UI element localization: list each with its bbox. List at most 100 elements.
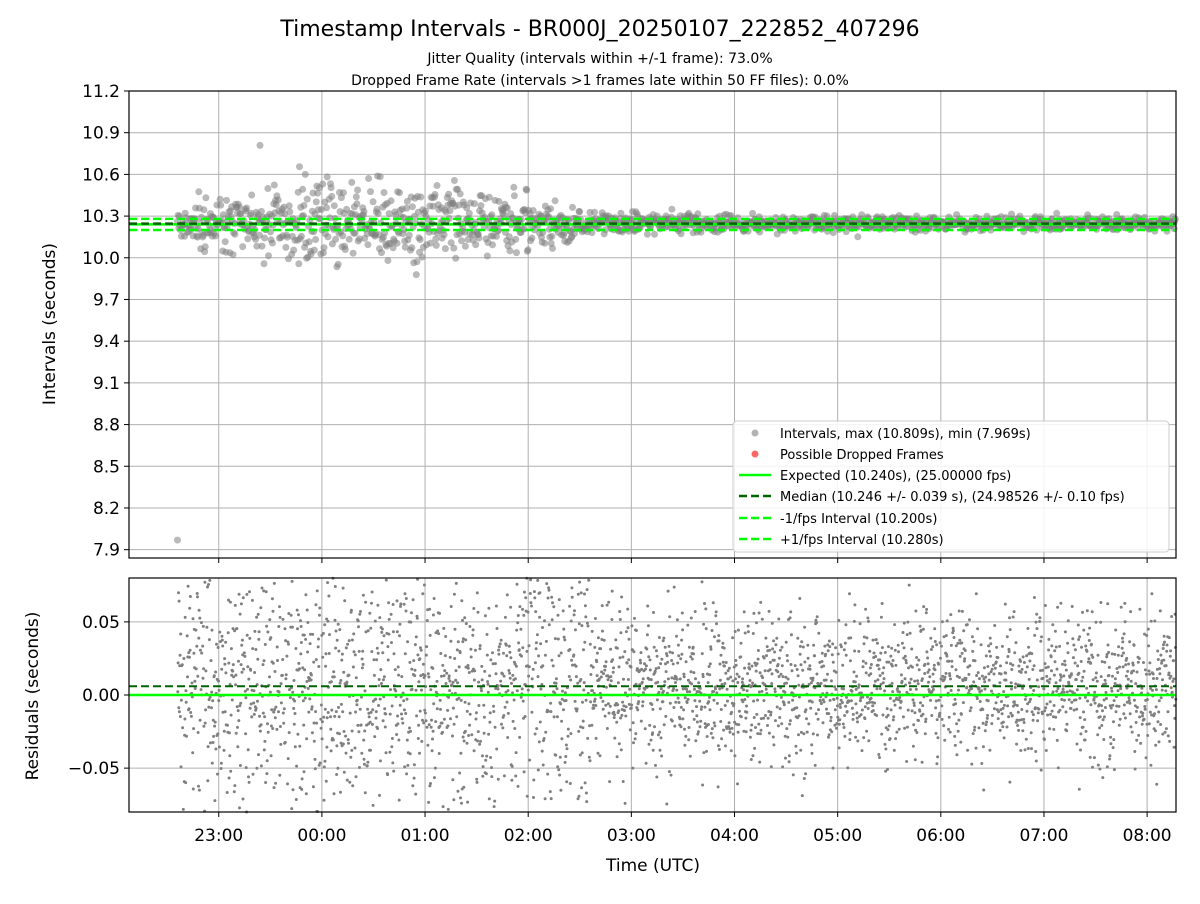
residual-point xyxy=(1006,704,1010,708)
residual-point xyxy=(931,688,935,691)
residual-point xyxy=(510,764,514,768)
residual-point xyxy=(853,680,857,684)
residual-point xyxy=(299,619,302,623)
residual-point xyxy=(427,675,431,679)
residual-point xyxy=(520,654,523,658)
interval-point xyxy=(524,246,532,254)
intervals-y-tick-label: 10.9 xyxy=(82,124,120,144)
residual-point xyxy=(293,712,297,715)
residual-point xyxy=(949,643,953,647)
residual-point xyxy=(226,723,229,727)
residual-point xyxy=(886,728,890,732)
residual-point xyxy=(183,615,187,619)
residual-point xyxy=(234,673,238,677)
residual-point xyxy=(619,631,623,635)
residual-point xyxy=(452,722,456,726)
residual-point xyxy=(544,639,548,643)
residual-point xyxy=(497,652,501,656)
residual-point xyxy=(348,780,352,784)
residual-point xyxy=(178,715,182,718)
residual-point xyxy=(328,633,331,637)
residual-point xyxy=(209,706,213,710)
residual-point xyxy=(1091,678,1095,682)
residual-point xyxy=(212,674,216,678)
interval-point xyxy=(668,205,676,213)
residual-point xyxy=(715,622,718,626)
residual-point xyxy=(340,652,344,656)
residual-point xyxy=(717,748,721,751)
residual-point xyxy=(1143,632,1146,636)
residual-point xyxy=(882,677,886,681)
residual-point xyxy=(306,621,310,624)
residual-point xyxy=(713,724,717,728)
residual-point xyxy=(631,721,635,725)
residual-point xyxy=(707,665,711,668)
interval-point xyxy=(389,244,397,252)
residual-point xyxy=(396,665,400,669)
residual-point xyxy=(478,647,482,651)
residual-point xyxy=(593,697,597,701)
residual-point xyxy=(1027,677,1031,681)
residual-point xyxy=(466,664,470,667)
residual-point xyxy=(725,687,729,691)
residual-point xyxy=(291,690,295,694)
residual-point xyxy=(504,643,508,647)
residual-point xyxy=(317,665,321,668)
residual-point xyxy=(183,717,187,721)
residual-point xyxy=(1148,661,1152,665)
residual-point xyxy=(278,773,282,777)
residual-point xyxy=(885,707,889,711)
residual-point xyxy=(360,657,364,661)
residual-point xyxy=(515,689,519,693)
residual-point xyxy=(377,678,381,681)
residual-point xyxy=(670,719,674,723)
residual-point xyxy=(695,720,699,724)
interval-point xyxy=(239,243,247,251)
residual-point xyxy=(1065,722,1069,726)
residual-point xyxy=(177,599,181,603)
interval-point xyxy=(408,203,416,211)
residual-point xyxy=(562,708,565,712)
residual-point xyxy=(968,664,972,668)
residual-point xyxy=(489,658,493,662)
residual-point xyxy=(621,700,625,704)
residual-point xyxy=(742,729,746,733)
residual-point xyxy=(349,608,353,612)
residual-point xyxy=(339,790,342,794)
residual-point xyxy=(1075,688,1079,692)
residual-point xyxy=(1121,636,1124,640)
residual-point xyxy=(380,627,384,631)
residual-point xyxy=(1067,682,1071,686)
residual-point xyxy=(856,720,859,724)
residual-point xyxy=(752,611,756,615)
residual-point xyxy=(648,658,652,662)
interval-point xyxy=(495,197,503,205)
residual-point xyxy=(709,731,713,735)
residual-point xyxy=(734,677,737,681)
residual-point xyxy=(829,715,833,719)
residual-point xyxy=(1026,702,1030,706)
residual-point xyxy=(632,650,636,654)
intervals-axes-frame xyxy=(128,90,1177,559)
interval-point xyxy=(248,191,256,199)
residual-point xyxy=(856,739,860,743)
residuals-panel: −0.050.000.05 23:00 00:00 01:00 02:00 03:00 0… xyxy=(23,576,1178,876)
residual-point xyxy=(602,672,605,676)
residual-point xyxy=(1066,641,1070,645)
residual-point xyxy=(460,599,464,603)
residual-point xyxy=(618,610,622,613)
residual-point xyxy=(429,688,433,692)
residual-point xyxy=(980,674,984,678)
residual-point xyxy=(521,646,525,650)
residual-point xyxy=(362,757,366,761)
residual-point xyxy=(557,654,561,658)
residual-point xyxy=(399,602,403,606)
residual-point xyxy=(381,719,385,723)
residual-point xyxy=(265,624,269,628)
residual-point xyxy=(502,674,506,678)
residual-point xyxy=(989,654,992,658)
residual-point xyxy=(927,668,931,672)
residual-point xyxy=(860,708,864,712)
residual-point xyxy=(400,717,404,721)
residual-point xyxy=(652,611,655,614)
